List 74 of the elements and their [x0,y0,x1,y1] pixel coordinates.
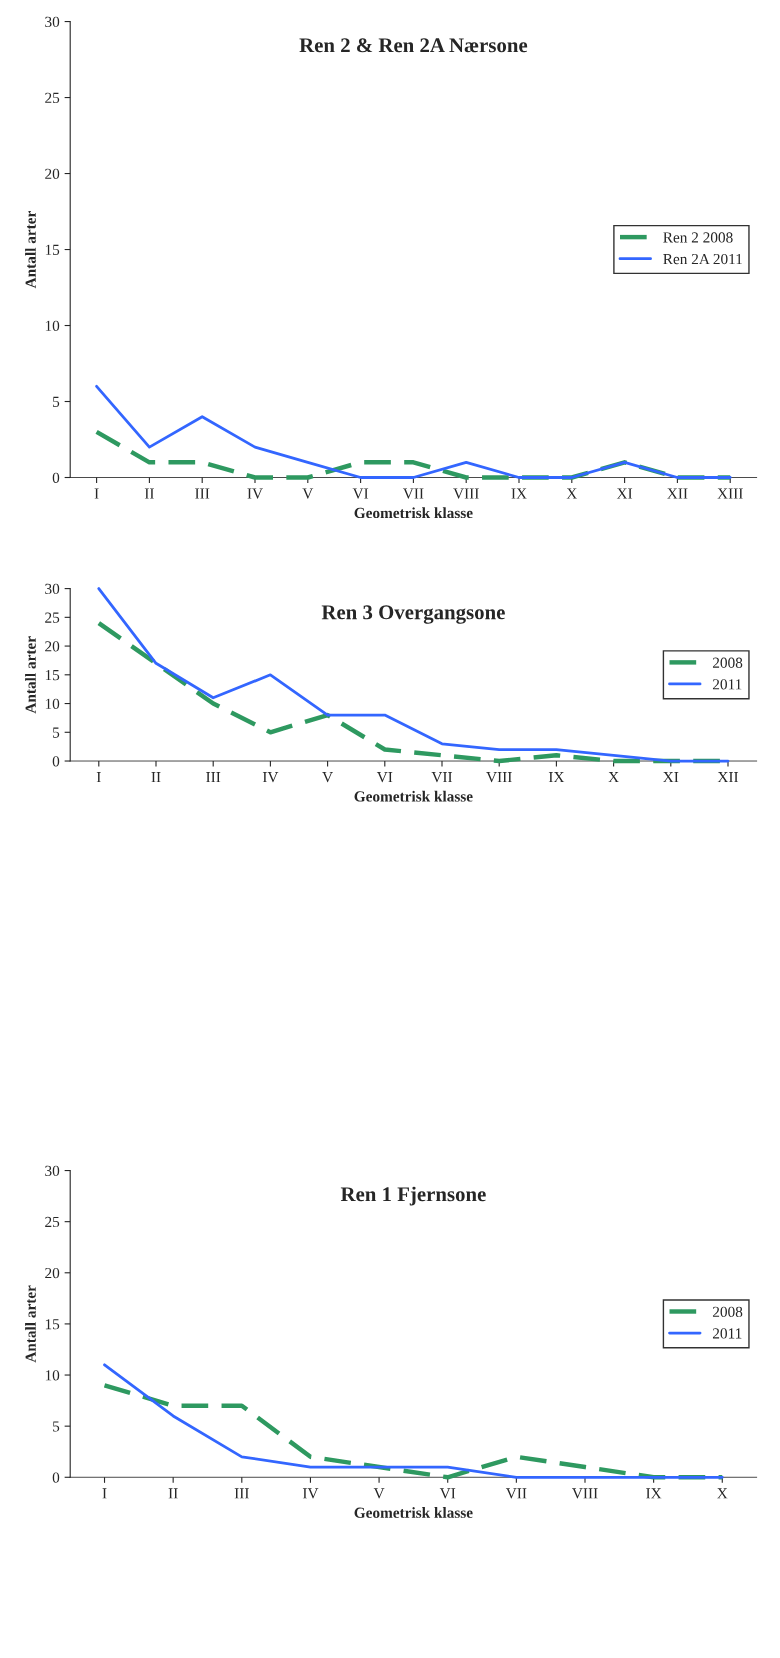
x-tick-label: X [566,488,578,499]
x-tick-label: VII [505,1488,527,1499]
y-axis-title: Antall arter [25,1285,36,1363]
x-tick-label: V [302,488,314,499]
y-tick-label: 30 [45,1165,60,1176]
y-tick-label: 15 [45,670,60,681]
legend-label: 2008 [712,1306,743,1317]
x-tick-label: IV [302,1488,319,1499]
x-tick-label: V [322,772,333,783]
x-tick-label: VIII [486,772,512,783]
y-tick-label: 15 [45,1319,60,1330]
x-tick-label: IV [262,772,279,783]
line-series [95,384,732,479]
legend-label: 2011 [712,679,742,690]
x-tick-label: V [373,1488,385,1499]
y-tick-label: 5 [53,396,60,407]
legend-label: 2011 [712,1328,742,1339]
y-tick-label: 20 [45,1267,60,1279]
x-tick-label: X [717,1488,728,1499]
x-tick-label: VI [376,772,393,783]
x-axis-title: Geometrisk klasse [354,790,473,802]
y-tick-label: 30 [45,583,60,595]
x-tick-label: VII [431,772,453,783]
x-tick-label: VIII [453,488,479,499]
x-tick-label: II [151,772,161,783]
x-tick-label: X [608,772,619,783]
y-tick-label: 0 [52,472,60,483]
x-tick-label: IX [548,772,565,783]
y-axis-title: Antall arter [25,636,36,714]
x-tick-label: IX [646,1488,662,1499]
x-tick-label: IX [511,488,527,499]
y-tick-label: 15 [45,244,60,255]
x-tick-label: III [206,772,221,783]
y-tick-label: 25 [45,1216,60,1228]
x-tick-label: I [94,488,99,499]
x-tick-label: XIII [717,488,743,499]
text: Ren 2 & Ren 2A Nærsone [299,38,528,53]
y-tick-label: 30 [45,16,60,28]
x-tick-label: VI [352,488,369,499]
text: Ren 3 Overgangsone [321,605,505,624]
y-tick-label: 20 [45,641,60,652]
x-tick-label: XI [663,772,679,783]
legend-label: 2008 [712,657,743,668]
line-series [103,1363,724,1479]
x-tick-label: VI [439,1488,456,1499]
x-tick-label: XI [616,488,633,499]
x-tick-label: III [234,1488,249,1499]
x-tick-label: IV [247,488,263,499]
legend-label: Ren 2A 2011 [663,253,742,265]
legend-label: Ren 2 2008 [663,232,733,243]
x-tick-label: I [102,1488,107,1499]
x-tick-label: I [96,772,101,783]
y-tick-label: 0 [52,1472,60,1483]
x-tick-label: XII [717,772,739,783]
y-tick-label: 20 [45,168,60,179]
x-tick-label: II [144,488,154,499]
x-tick-label: II [168,1488,178,1499]
y-tick-label: 5 [53,727,60,738]
x-tick-label: VII [402,488,424,499]
y-tick-label: 25 [45,92,60,103]
line-series [102,1383,725,1480]
x-tick-label: VIII [572,1488,598,1499]
x-axis-title: Geometrisk klasse [354,507,473,519]
x-tick-label: III [195,488,210,499]
y-tick-label: 25 [45,612,60,623]
y-tick-label: 10 [45,1370,60,1381]
y-tick-label: 10 [45,698,60,709]
y-tick-label: 0 [52,756,60,767]
x-axis-title: Geometrisk klasse [354,1507,473,1518]
text: Ren 1 Fjernsone [340,1186,486,1206]
y-axis-title: Antall arter [25,211,36,289]
y-tick-label: 5 [53,1421,60,1432]
x-tick-label: XII [667,488,688,499]
y-tick-label: 10 [45,320,60,331]
